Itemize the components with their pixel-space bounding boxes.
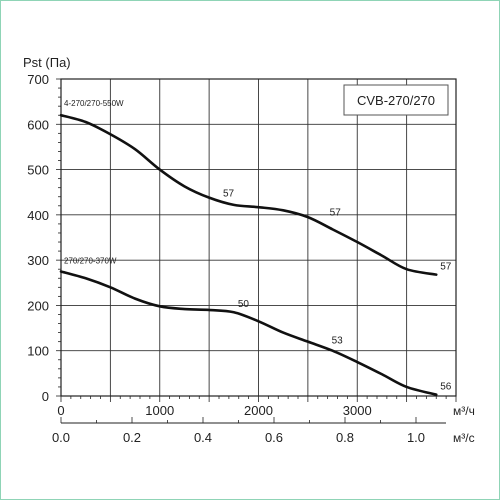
labels: 4-270/270-550W 57 57 57 270/270-370W 50 53 56 — [64, 99, 452, 392]
x-secondary-tick-label: 0.8 — [336, 430, 354, 445]
x-axis-label: м³/ч — [453, 404, 475, 418]
series — [59, 113, 438, 396]
point-label: 53 — [332, 335, 344, 346]
y-tick-label: 500 — [27, 163, 49, 178]
y-axis-label: Pst (Па) — [23, 55, 71, 70]
series-curve-1 — [59, 113, 438, 276]
x-secondary-tick-label: 0.2 — [123, 430, 141, 445]
point-label: 57 — [440, 262, 452, 273]
y-tick-label: 600 — [27, 117, 49, 132]
x-secondary-tick-label: 0.4 — [194, 430, 212, 445]
x-tick-label: 2000 — [244, 403, 273, 418]
point-label: 50 — [238, 299, 250, 310]
x-secondary-tick-label: 0.0 — [52, 430, 70, 445]
y-tick-label: 0 — [42, 389, 49, 404]
series-name-label: 4-270/270-550W — [64, 99, 124, 108]
chart-title: CVB-270/270 — [357, 93, 435, 108]
x-tick-label: 1000 — [145, 403, 174, 418]
x-tick-label: 0 — [57, 403, 64, 418]
x-secondary-tick-label: 0.6 — [265, 430, 283, 445]
x-axis-label-secondary: м³/с — [453, 431, 475, 445]
point-label: 57 — [223, 188, 235, 199]
series-name-label: 270/270-370W — [64, 256, 117, 265]
title-box — [343, 84, 449, 116]
x-tick-label: 3000 — [343, 403, 372, 418]
x-secondary-tick-label: 1.0 — [407, 430, 425, 445]
y-tick-label: 100 — [27, 344, 49, 359]
y-tick-label: 200 — [27, 298, 49, 313]
axes: 0 1000 2000 3000 0 100 200 300 400 500 600 700 0.0 0.… — [27, 72, 457, 445]
point-label: 57 — [330, 207, 342, 218]
series-curve-2 — [59, 270, 438, 396]
grid — [60, 78, 457, 397]
y-tick-label: 400 — [27, 208, 49, 223]
y-tick-label: 700 — [27, 72, 49, 87]
y-tick-label: 300 — [27, 253, 49, 268]
point-label: 56 — [440, 382, 452, 393]
